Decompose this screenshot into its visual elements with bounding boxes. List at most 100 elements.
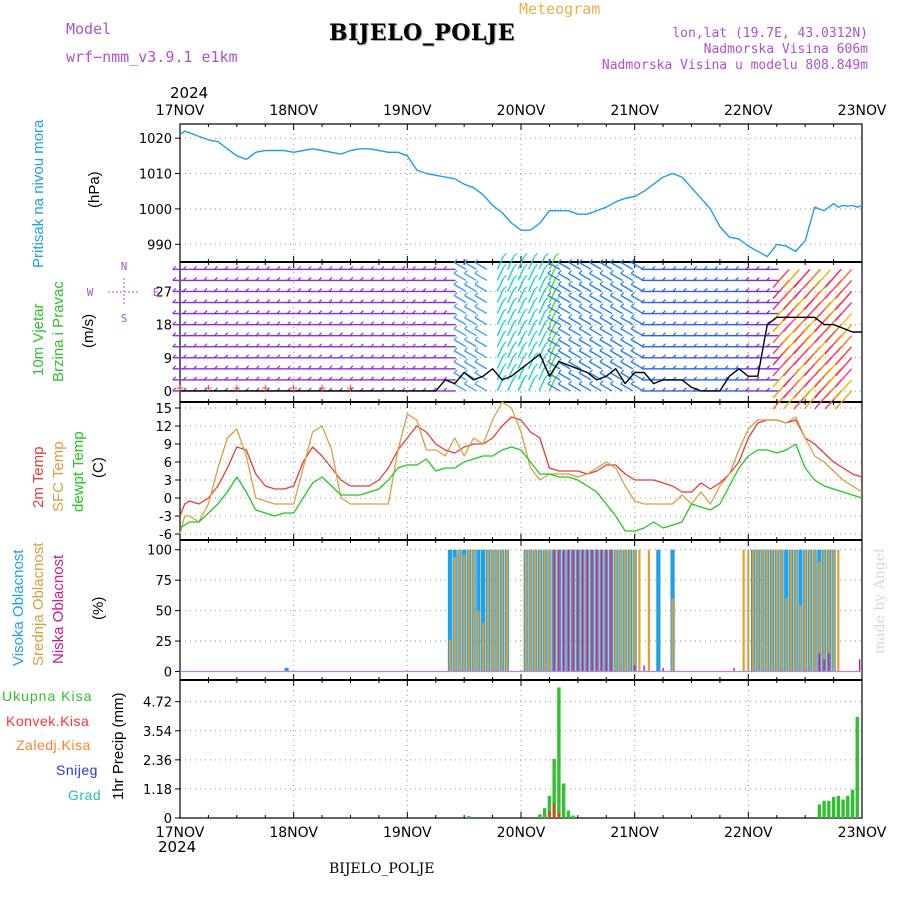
precip-total-bar [538,814,542,818]
wind-barb-head [349,332,354,337]
wind-barb-head [682,354,687,359]
wind-barb-head [359,299,364,303]
cloud-mid-bar [671,598,674,672]
wind-barb-head [544,352,549,357]
wind-barb-head [589,269,593,274]
wind-barb-head [443,310,448,315]
wind-barb-head [772,283,777,288]
y-tick-label: 1.18 [143,783,172,798]
wind-barb-head [422,288,427,292]
wind-barb-head [599,303,604,308]
model-label: Model [66,20,112,38]
wind-barb-head [213,376,218,381]
wind-barb-head [474,258,479,263]
cloud-mid-bar [496,549,499,672]
wind-barb-head [172,265,177,270]
y-tick-label: 50 [155,605,172,620]
wind-barb-head [724,387,729,392]
wind-barb-head [328,343,333,348]
wind-barb-head [474,369,479,374]
wind-barb-head [286,332,291,337]
wind-barb [527,333,536,348]
wind-barb-head [203,376,208,381]
wind-barb [589,328,602,337]
wind-barb-head [432,343,437,348]
wind-barb [496,344,504,359]
wind-barb [568,372,582,381]
wind-barb-head [557,292,562,296]
wind-barb-head [745,354,750,359]
wind-barb-head [182,288,187,292]
wind-barb-head [651,343,656,348]
wind-barb-head [502,252,507,257]
wind-barb-head [641,299,646,303]
wind-barb-head [745,276,750,281]
y-tick-label: 990 [147,238,172,253]
wind-barb-head [443,276,448,281]
wind-barb-head [589,292,593,296]
cloud-mid-bar [486,549,489,672]
wind-barb-head [234,265,239,270]
wind-barb-head [203,276,208,281]
wind-barb [464,361,477,370]
x-tick-label-top: 23NOV [838,103,887,119]
wind-barb [496,300,504,314]
wind-barb-head [547,380,552,385]
cloud-low-bar [567,549,570,672]
wind-barb [568,305,582,315]
wind-barb-head [339,310,343,315]
wind-barb [620,283,634,293]
wind-barb-head [245,265,250,270]
wind-barb-head [766,387,771,392]
wind-barb-head [307,299,312,303]
wind-barb-head [803,372,808,377]
y-tick-label: 1010 [139,168,172,183]
wind-barb-head [276,321,281,326]
wind-barb-head [724,299,729,303]
wind-barb [610,272,623,282]
wind-barb-head [599,314,604,319]
wind-barb-head [307,310,312,315]
wind-barb-head [589,281,593,285]
wind-barb-head [703,288,708,292]
wind-barb-head [276,288,281,292]
wind-barb-head [318,299,323,303]
wind-barb-head [772,339,777,344]
wind-barb [568,383,582,392]
wind-barb-head [693,332,698,337]
wind-barb-head [359,276,364,281]
wind-barb-head [172,276,177,281]
wind-barb-head [568,347,573,352]
wind-barb-head [453,269,458,274]
wind-barb-head [380,265,385,270]
wind-barb [538,300,546,314]
wind-barb [464,383,477,392]
wind-barb-head [370,321,375,326]
wind-barb-head [453,347,458,352]
wind-barb [599,261,613,270]
wind-barb-head [224,288,229,292]
wind-barb-head [224,321,229,326]
wind-barb-head [599,347,604,352]
cloud-mid-bar [789,549,793,672]
wind-barb-head [411,376,416,381]
wind-barb-head [609,325,614,330]
year-label-top: 2024 [170,84,209,102]
wind-barb-head [724,321,729,326]
wind-barb-head [307,276,312,281]
cloud-low-bar [662,667,664,672]
wind-barb [507,344,515,359]
y-tick-label: 2.36 [143,754,172,769]
wind-barb-head [620,258,625,263]
wind-barb-head [630,303,635,308]
wind-barb-head [318,376,323,381]
wind-barb-head [523,286,528,290]
wind-barb-head [599,292,604,296]
wind-barb-head [734,343,739,348]
wind-barb-head [224,299,229,303]
wind-barb-head [172,310,177,315]
wind-barb-head [502,374,507,379]
wind-barb [547,317,561,326]
wind-barb-head [662,310,666,315]
wind-barb-head [380,365,385,370]
